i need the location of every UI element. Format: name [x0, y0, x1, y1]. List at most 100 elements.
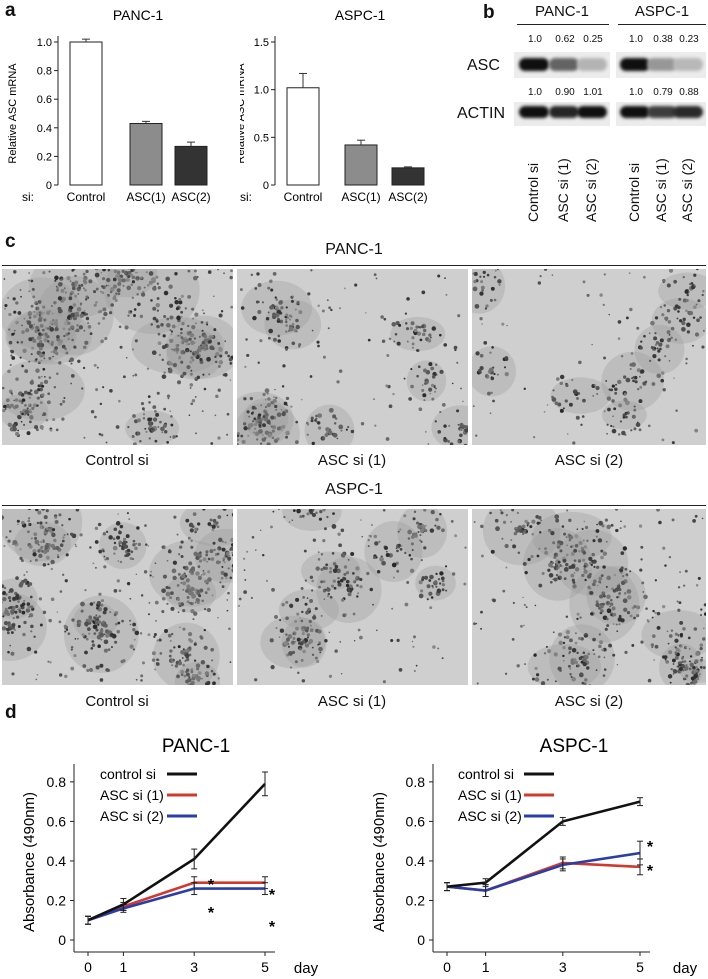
cell: [90, 410, 95, 414]
cell: [459, 428, 463, 432]
cell: [29, 420, 32, 424]
cell: [531, 533, 534, 536]
cell: [13, 310, 17, 314]
cell: [602, 647, 607, 652]
cell: [82, 272, 86, 276]
cell: [100, 638, 103, 641]
cell: [695, 584, 699, 587]
cell: [229, 576, 233, 580]
cell: [328, 306, 332, 310]
cell: [48, 526, 50, 529]
cell: [11, 672, 15, 676]
cell: [311, 646, 314, 649]
cell: [193, 275, 198, 281]
cell: [187, 269, 191, 273]
cell: [431, 326, 437, 331]
cell: [615, 623, 618, 626]
cell: [554, 401, 559, 405]
cell: [593, 653, 596, 656]
cell: [543, 410, 546, 413]
cell: [661, 438, 665, 442]
cell: [170, 330, 174, 333]
cell: [410, 368, 413, 371]
cell: [93, 290, 97, 294]
cell: [630, 429, 633, 432]
cell: [126, 581, 131, 586]
cell: [524, 663, 527, 666]
cell: [270, 288, 274, 292]
cell: [173, 658, 175, 661]
cell: [94, 526, 99, 531]
cell: [623, 392, 627, 396]
cell: [6, 612, 11, 616]
cell: [75, 509, 80, 512]
cell: [271, 587, 275, 592]
cell: [309, 575, 314, 579]
micrograph-caption: ASC si (1): [317, 452, 387, 469]
cell: [603, 410, 606, 413]
cell: [156, 309, 159, 312]
cell: [217, 436, 221, 440]
cell: [174, 349, 177, 352]
cell: [666, 630, 669, 633]
cell: [22, 348, 27, 353]
cell: [623, 592, 627, 595]
cell: [15, 301, 19, 305]
cell: [231, 568, 233, 573]
cell: [118, 589, 122, 593]
cell: [335, 568, 338, 571]
y-axis-label: Relative ASC mRNA: [240, 63, 247, 164]
y-tick-label: 0.8: [406, 774, 426, 790]
cell: [373, 556, 376, 559]
cell: [2, 615, 5, 618]
cell: [156, 639, 159, 642]
significance-star: *: [208, 877, 215, 894]
cell: [152, 316, 157, 321]
cell: [30, 353, 33, 356]
cell: [618, 583, 620, 585]
cell: [511, 509, 515, 512]
cell: [82, 287, 85, 290]
cell: [311, 329, 314, 332]
cell: [329, 595, 333, 599]
cell: [178, 602, 181, 605]
cell: [77, 637, 79, 640]
cell: [196, 601, 200, 604]
cell: [230, 543, 233, 547]
cell: [30, 304, 34, 308]
cell: [42, 539, 45, 542]
cell: [56, 334, 60, 339]
cell: [262, 423, 267, 428]
cell: [59, 402, 63, 406]
cell: [702, 627, 705, 630]
cell: [182, 627, 186, 631]
cell: [397, 543, 401, 547]
cell: [131, 296, 135, 300]
cell: [324, 588, 327, 591]
cell: [52, 355, 54, 358]
cell: [611, 587, 614, 591]
cell-cluster: [651, 298, 706, 344]
cell: [71, 286, 76, 291]
cell: [534, 677, 540, 682]
cell: [129, 644, 134, 649]
cell: [603, 356, 606, 360]
cell: [42, 540, 45, 543]
cell: [160, 323, 164, 327]
cell: [23, 423, 26, 426]
cell: [81, 633, 85, 637]
cell: [128, 619, 132, 622]
cell: [18, 583, 24, 588]
cell: [606, 432, 609, 435]
micrograph-background: [472, 269, 706, 445]
cell: [212, 541, 216, 545]
cell: [581, 527, 584, 530]
cell: [192, 512, 197, 517]
cell: [285, 348, 288, 351]
cell: [291, 640, 295, 644]
cell: [194, 350, 200, 355]
cell: [339, 578, 344, 583]
cell: [272, 312, 277, 317]
cell: [694, 332, 700, 337]
cell: [493, 298, 497, 302]
